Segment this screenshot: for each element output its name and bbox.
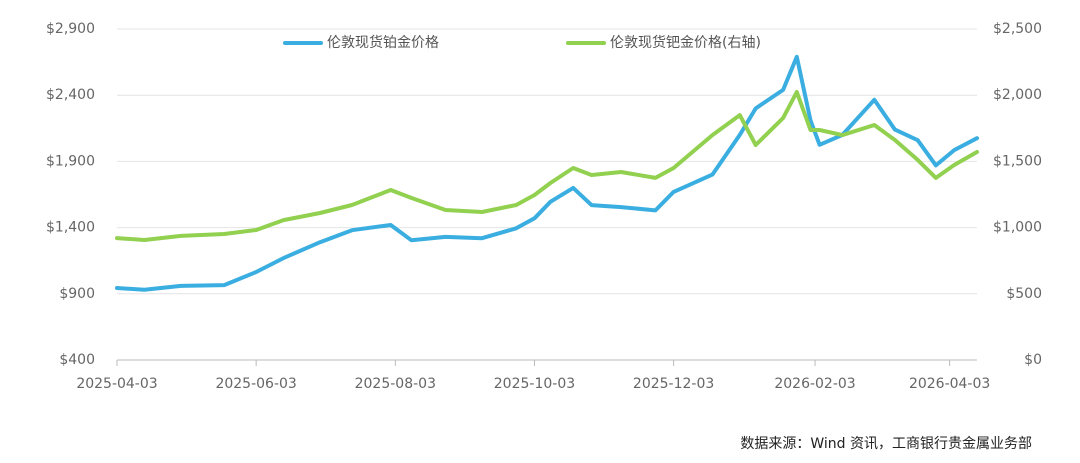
x-tick-label: 2025-08-03	[355, 376, 436, 392]
y-tick-label: $1,900	[46, 153, 95, 169]
y-tick-label: $400	[59, 352, 95, 368]
x-tick-label: 2025-06-03	[215, 376, 296, 392]
y2-tick-label: $2,000	[993, 87, 1042, 103]
x-tick-label: 2025-04-03	[76, 376, 157, 392]
y-tick-label: $2,900	[46, 21, 95, 37]
series-line	[115, 54, 979, 292]
x-tick-label: 2026-02-03	[774, 376, 855, 392]
x-tick-label: 2026-04-03	[909, 376, 990, 392]
y2-tick-label: $500	[1006, 286, 1042, 302]
legend-label: 伦敦现货铂金价格	[327, 34, 439, 51]
y-tick-label: $2,400	[46, 87, 95, 103]
x-tick-label: 2025-10-03	[494, 376, 575, 392]
y2-tick-label: $2,500	[993, 21, 1042, 37]
x-tick-label: 2025-12-03	[633, 376, 714, 392]
legend-label: 伦敦现货钯金价格(右轴)	[610, 34, 761, 51]
series-line	[115, 90, 979, 242]
y2-tick-label: $1,500	[993, 153, 1042, 169]
y2-tick-label: $0	[1024, 352, 1042, 368]
y-tick-label: $900	[59, 286, 95, 302]
source-note: 数据来源：Wind 资讯，工商银行贵金属业务部	[740, 436, 1032, 452]
y2-tick-label: $1,000	[993, 220, 1042, 236]
legend: 伦敦现货铂金价格 伦敦现货钯金价格(右轴)	[283, 34, 761, 51]
y-tick-label: $1,400	[46, 220, 95, 236]
